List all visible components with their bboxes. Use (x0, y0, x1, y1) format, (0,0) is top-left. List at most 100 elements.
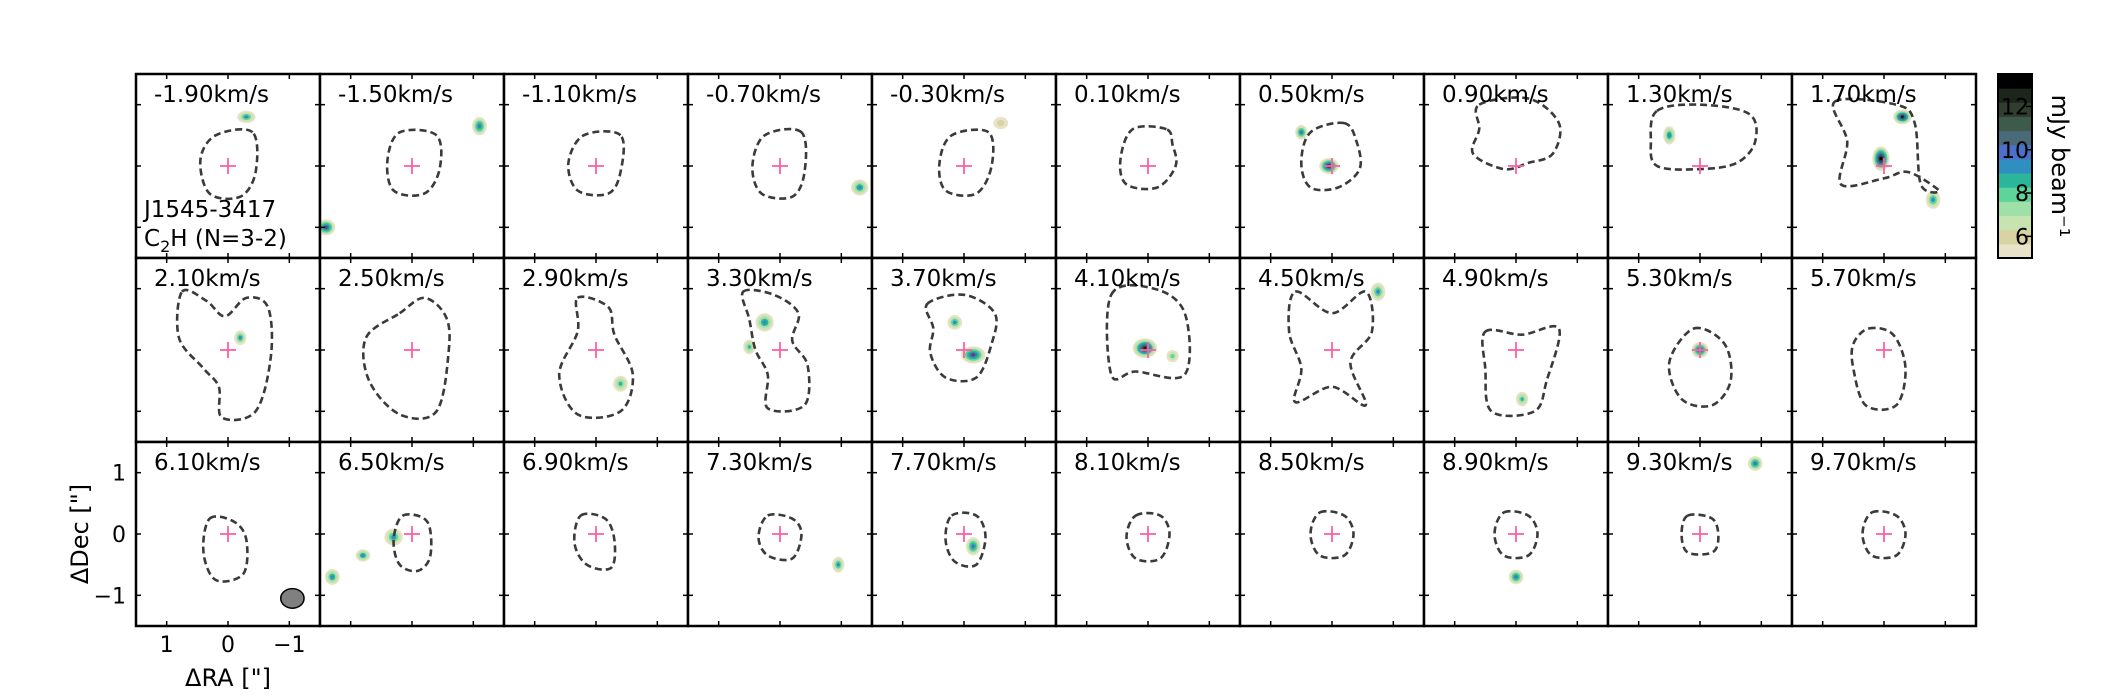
velocity-label: -1.10km/s (522, 82, 637, 108)
colorbar-segment (1998, 74, 2032, 89)
x-tick-label: 1 (160, 633, 174, 658)
contour-line (198, 128, 259, 201)
velocity-label: 0.10km/s (1074, 82, 1181, 108)
channel-panel: 4.90km/s (1422, 256, 1610, 444)
emission-blob (836, 562, 840, 567)
velocity-label: 3.70km/s (890, 266, 997, 292)
channel-panel: 3.30km/s (686, 256, 874, 444)
channel-panel: 0.10km/s (1054, 72, 1242, 260)
panel-content (937, 116, 1009, 198)
velocity-label: 2.50km/s (338, 266, 445, 292)
y-tick-label: 0 (112, 523, 126, 548)
panel-content (1861, 509, 1907, 560)
contour-line (1649, 103, 1758, 171)
velocity-label: 2.10km/s (154, 266, 261, 292)
channel-panel: 7.30km/s (686, 440, 874, 628)
panel-content (1118, 124, 1178, 191)
velocity-label: -1.50km/s (338, 82, 453, 108)
channel-panel: -1.90km/s J1545-3417 C2H (N=3-2) (134, 72, 322, 260)
emission-blob (1931, 197, 1935, 203)
panel-content (740, 288, 811, 413)
channel-panel: 0.90km/s (1422, 72, 1610, 260)
emission-blob (971, 544, 975, 549)
x-tick-label: −1 (273, 633, 305, 658)
emission-blob (1170, 354, 1175, 359)
panel-content (1105, 283, 1192, 381)
y-tick-label: 1 (112, 462, 126, 487)
velocity-label: 9.30km/s (1626, 450, 1733, 476)
contour-line (1309, 509, 1355, 560)
emission-blob (1879, 157, 1883, 161)
emission-blob (1299, 130, 1303, 134)
channel-panel: 1.30km/s (1606, 72, 1794, 260)
velocity-label: 1.30km/s (1626, 82, 1733, 108)
x-axis-label: ΔRA ["] (185, 664, 271, 692)
colorbar-segment (1998, 243, 2032, 259)
velocity-label: 5.70km/s (1810, 266, 1917, 292)
velocity-label: 8.10km/s (1074, 450, 1181, 476)
velocity-label: 5.30km/s (1626, 266, 1733, 292)
panel-content (1481, 324, 1562, 418)
panel-content (1287, 282, 1386, 407)
velocity-label: 0.90km/s (1442, 82, 1549, 108)
x-tick-label: 0 (221, 633, 235, 658)
channel-panel: 8.10km/s (1054, 440, 1242, 628)
panel-content (1470, 96, 1562, 174)
colorbar-segment (1998, 173, 2032, 188)
channel-panel: -1.10km/s (502, 72, 690, 260)
panel-content (1125, 511, 1171, 563)
velocity-label: 0.50km/s (1258, 82, 1365, 108)
panel-content (751, 127, 869, 200)
emission-blob (330, 575, 334, 579)
emission-blob (324, 225, 328, 229)
channel-panel: 2.50km/s (318, 256, 506, 444)
emission-blob (952, 320, 957, 325)
panel-content (1295, 121, 1363, 192)
emission-blob (391, 534, 396, 540)
panel-content (566, 129, 626, 197)
emission-blob (477, 124, 481, 128)
panel-content (924, 293, 998, 383)
channel-panel: 2.90km/s (502, 256, 690, 444)
colorbar: 6 8 10 12 mJy beam⁻¹ (1997, 73, 2074, 259)
velocity-label: -0.70km/s (706, 82, 821, 108)
contour-line (1831, 97, 1941, 194)
contour-line (175, 288, 274, 422)
velocity-label: 3.30km/s (706, 266, 813, 292)
contour-line (751, 127, 808, 200)
panel-content (324, 513, 433, 585)
velocity-label: 7.70km/s (890, 450, 997, 476)
contour-line (1299, 121, 1363, 192)
channel-panel: 8.50km/s (1238, 440, 1426, 628)
velocity-label: -0.30km/s (890, 82, 1005, 108)
velocity-label: 7.30km/s (706, 450, 813, 476)
channel-panel: 9.30km/s (1606, 440, 1794, 628)
contour-line (385, 128, 443, 198)
velocity-label: 6.10km/s (154, 450, 261, 476)
colorbar-tick-label: 6 (2015, 225, 2029, 250)
channel-panel: 5.30km/s (1606, 256, 1794, 444)
contour-line (944, 511, 987, 568)
colorbar-segment (1998, 88, 2032, 103)
panel-content (1667, 326, 1733, 408)
panel-content (1309, 509, 1355, 560)
emission-blob (361, 553, 365, 557)
panel-content (175, 288, 274, 422)
contour-line (361, 296, 451, 421)
colorbar-segment (1998, 102, 2032, 117)
colorbar-tick-label: 8 (2015, 182, 2029, 207)
emission-blob (747, 345, 751, 349)
velocity-label: 9.70km/s (1810, 450, 1917, 476)
colorbar-segment (1998, 116, 2032, 132)
channel-panel: 1.70km/s (1790, 72, 1978, 260)
panel-frame (1790, 440, 1978, 628)
colorbar-label: mJy beam⁻¹ (2046, 95, 2074, 238)
velocity-label: 8.90km/s (1442, 450, 1549, 476)
channel-panel: 9.70km/s (1790, 440, 1978, 628)
contour-line (566, 129, 626, 197)
channel-panel: -0.70km/s (686, 72, 874, 260)
channel-panel: 7.70km/s (870, 440, 1058, 628)
beam-ellipse (279, 587, 305, 609)
panel-content (361, 296, 451, 421)
